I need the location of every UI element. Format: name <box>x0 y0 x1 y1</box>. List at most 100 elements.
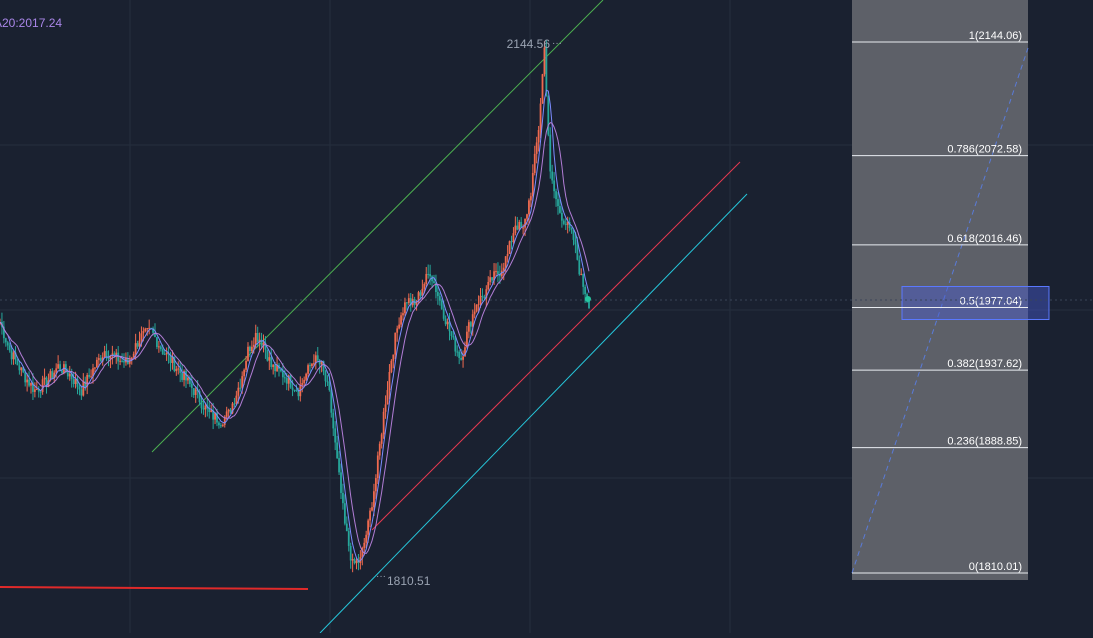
candle-body <box>280 368 282 372</box>
candle-body <box>264 342 267 350</box>
candle-body <box>45 377 48 388</box>
candle-body <box>309 365 311 367</box>
candle-body <box>210 410 213 413</box>
candle-body <box>489 277 492 282</box>
candle-body <box>588 300 590 309</box>
fib-highlight-box[interactable] <box>901 285 1050 320</box>
candle-body <box>30 382 32 386</box>
support-line[interactable] <box>319 193 748 634</box>
candle-body <box>68 373 71 377</box>
candle-body <box>318 360 321 365</box>
candle-body <box>247 346 249 362</box>
candle-body <box>173 356 176 372</box>
candle-body <box>157 346 160 348</box>
candle-body <box>249 346 251 352</box>
candle-body <box>518 221 521 230</box>
candle-body <box>502 267 505 271</box>
candle-body <box>84 381 87 387</box>
candle-body <box>241 376 244 388</box>
candle-body <box>349 545 352 561</box>
candle-body <box>192 388 195 395</box>
candle-body <box>183 371 185 380</box>
candle-body <box>43 377 46 380</box>
candle-body <box>559 206 561 213</box>
candle-body <box>276 364 278 372</box>
candle-body <box>471 314 474 327</box>
candle-body <box>328 381 331 391</box>
fib-level-label: 0.382(1937.62) <box>947 358 1022 370</box>
candle-body <box>287 375 290 384</box>
candle-body <box>16 359 19 366</box>
candle-body <box>159 346 162 350</box>
candle-body <box>37 389 40 392</box>
candle-body <box>526 214 528 219</box>
candle-body <box>477 304 480 306</box>
candle-body <box>66 372 69 377</box>
candle-body <box>305 373 308 380</box>
candle-body <box>14 352 17 360</box>
last-price-dot[interactable] <box>585 296 591 302</box>
candle-body <box>456 351 459 353</box>
candle-body <box>491 277 494 281</box>
candle-body <box>497 271 499 275</box>
candle-body <box>529 196 532 201</box>
candle-body <box>74 378 77 385</box>
candle-body <box>435 283 437 293</box>
candle-body <box>128 359 131 364</box>
candle-body <box>417 292 420 303</box>
candle-body <box>138 340 141 347</box>
fibonacci-retracement[interactable]: 1(2144.06) 0.786(2072.58) 0.618(2016.46) 0.… <box>851 0 1050 580</box>
candle-body <box>555 191 557 200</box>
candle-body <box>6 342 9 346</box>
candle-body <box>64 364 67 373</box>
candle-body <box>367 520 370 535</box>
candle-body <box>458 351 461 358</box>
candle-body <box>495 271 497 273</box>
candle-body <box>326 381 329 383</box>
candle-body <box>94 367 96 369</box>
candle-body <box>373 491 375 508</box>
candle-body <box>301 383 304 385</box>
candle-body <box>415 302 418 305</box>
candle-body <box>80 389 83 396</box>
candle-body <box>398 324 401 329</box>
fib-level-label: 0.618(2016.46) <box>947 233 1022 245</box>
candle-body <box>148 327 151 329</box>
candle-body <box>57 364 60 369</box>
candle-body <box>582 274 585 287</box>
candle-body <box>252 344 255 347</box>
candle-body <box>578 259 581 275</box>
candle-body <box>539 103 542 131</box>
candle-body <box>233 403 236 405</box>
candle-body <box>136 343 139 347</box>
upper-channel-line[interactable] <box>151 0 604 453</box>
candle-body <box>111 353 114 356</box>
candle-body <box>396 328 399 333</box>
candle-body <box>361 547 364 558</box>
candle-body <box>520 221 523 228</box>
candle-body <box>243 369 246 377</box>
candle-body <box>254 333 257 345</box>
candle-body <box>467 322 470 332</box>
candle-body <box>72 379 75 385</box>
candle-body <box>101 357 104 362</box>
candle-body <box>363 542 366 548</box>
candle-body <box>216 413 218 423</box>
candle-body <box>378 443 381 456</box>
fib-level-label: 0.786(2072.58) <box>947 144 1022 156</box>
candle-body <box>574 239 577 245</box>
candle-body <box>281 371 284 378</box>
candle-body <box>535 142 538 154</box>
candle-body <box>218 422 220 426</box>
candle-body <box>427 273 430 275</box>
indicator-label: A20:2017.24 <box>0 16 62 30</box>
candle-body <box>229 409 232 414</box>
candle-body <box>421 288 424 296</box>
fib-panel-background[interactable] <box>852 0 1028 580</box>
lower-channel-line[interactable] <box>371 161 741 531</box>
candle-body <box>533 153 536 173</box>
horizontal-level-line[interactable] <box>0 586 309 590</box>
